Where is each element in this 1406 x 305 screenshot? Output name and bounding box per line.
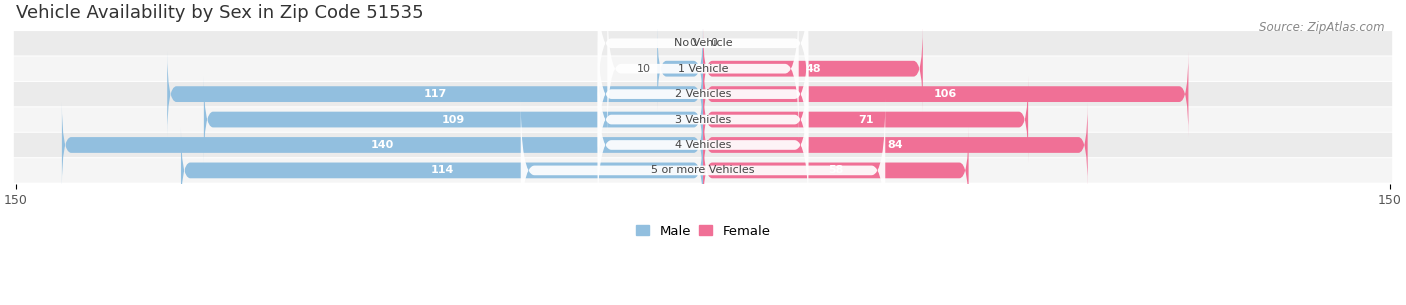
Text: 5 or more Vehicles: 5 or more Vehicles: [651, 165, 755, 175]
Text: No Vehicle: No Vehicle: [673, 38, 733, 48]
FancyBboxPatch shape: [14, 158, 1392, 183]
Text: 2 Vehicles: 2 Vehicles: [675, 89, 731, 99]
Text: 117: 117: [423, 89, 447, 99]
Text: 109: 109: [441, 115, 465, 124]
Text: 0: 0: [689, 38, 696, 48]
FancyBboxPatch shape: [14, 31, 1392, 56]
FancyBboxPatch shape: [703, 26, 922, 112]
FancyBboxPatch shape: [14, 82, 1392, 106]
FancyBboxPatch shape: [14, 133, 1392, 157]
Text: 4 Vehicles: 4 Vehicles: [675, 140, 731, 150]
FancyBboxPatch shape: [62, 102, 703, 188]
FancyBboxPatch shape: [607, 0, 799, 140]
FancyBboxPatch shape: [14, 56, 1392, 81]
FancyBboxPatch shape: [598, 48, 808, 191]
FancyBboxPatch shape: [598, 23, 808, 166]
Text: 1 Vehicle: 1 Vehicle: [678, 64, 728, 74]
Text: 48: 48: [806, 64, 821, 74]
Text: 114: 114: [430, 165, 454, 175]
Text: 71: 71: [858, 115, 873, 124]
Text: Source: ZipAtlas.com: Source: ZipAtlas.com: [1260, 21, 1385, 34]
FancyBboxPatch shape: [598, 0, 808, 115]
FancyBboxPatch shape: [14, 107, 1392, 132]
FancyBboxPatch shape: [657, 26, 703, 112]
FancyBboxPatch shape: [520, 99, 886, 242]
FancyBboxPatch shape: [703, 127, 969, 214]
Text: 0: 0: [710, 38, 717, 48]
FancyBboxPatch shape: [703, 51, 1188, 137]
FancyBboxPatch shape: [204, 77, 703, 163]
Text: 58: 58: [828, 165, 844, 175]
FancyBboxPatch shape: [167, 51, 703, 137]
FancyBboxPatch shape: [703, 102, 1088, 188]
Text: 3 Vehicles: 3 Vehicles: [675, 115, 731, 124]
Text: 140: 140: [371, 140, 394, 150]
Text: 106: 106: [934, 89, 957, 99]
FancyBboxPatch shape: [181, 127, 703, 214]
Legend: Male, Female: Male, Female: [630, 219, 776, 243]
Text: 84: 84: [887, 140, 903, 150]
Text: 10: 10: [637, 64, 651, 74]
FancyBboxPatch shape: [703, 77, 1028, 163]
FancyBboxPatch shape: [598, 74, 808, 217]
Text: Vehicle Availability by Sex in Zip Code 51535: Vehicle Availability by Sex in Zip Code …: [15, 4, 423, 22]
